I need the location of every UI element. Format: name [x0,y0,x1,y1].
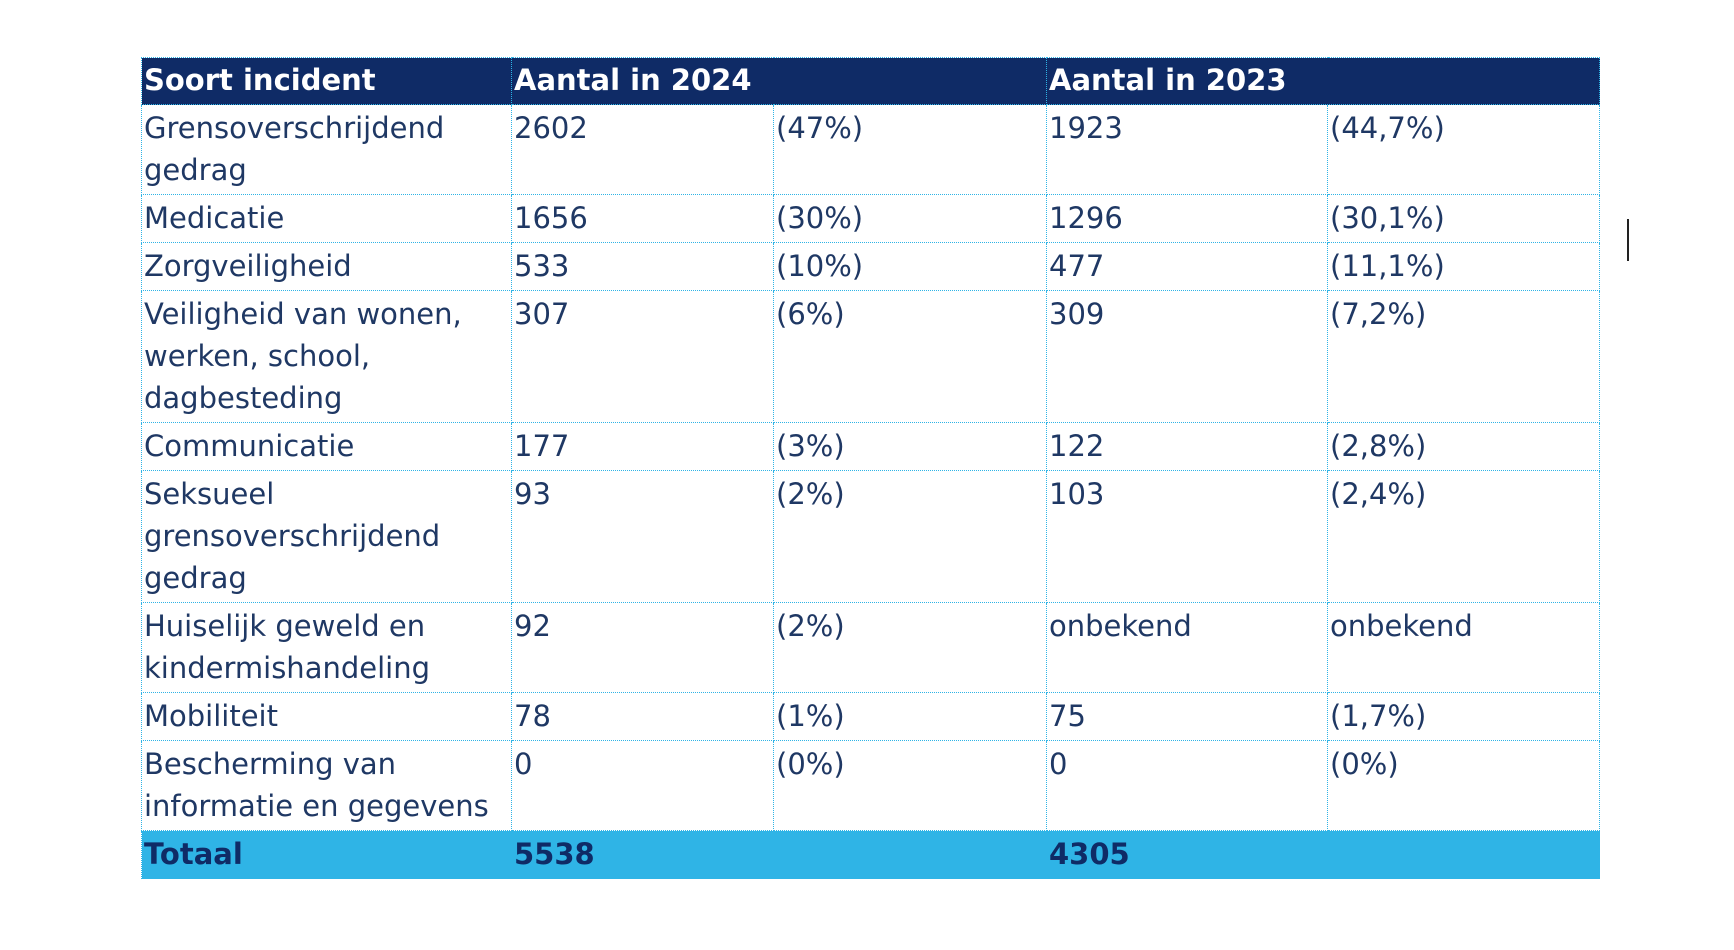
count-2023-cell: 1296 [1046,194,1328,243]
pct-2023-cell: (0%) [1327,740,1600,831]
table-row: Grensoverschrijdend gedrag 2602 (47%) 19… [141,104,1600,195]
pct-2024-cell: (2%) [773,602,1047,693]
table-row: Zorgveiligheid 533 (10%) 477 (11,1%) [141,242,1600,291]
total-pct-2024-empty [773,830,1047,879]
incident-type-cell: Mobiliteit [141,692,512,741]
count-2024-cell: 92 [511,602,774,693]
count-2024-cell: 1656 [511,194,774,243]
table-row: Bescherming van informatie en gegevens 0… [141,740,1600,831]
pct-2024-cell: (3%) [773,422,1047,471]
table-row: Veiligheid van wonen, werken, school, da… [141,290,1600,423]
table-row: Communicatie 177 (3%) 122 (2,8%) [141,422,1600,471]
incident-type-cell: Bescherming van informatie en gegevens [141,740,512,831]
pct-2024-cell: (0%) [773,740,1047,831]
total-pct-2023-empty [1327,830,1600,879]
incident-type-cell: Seksueel grensoverschrijdend gedrag [141,470,512,603]
header-count-2023: Aantal in 2023 [1046,57,1600,105]
pct-2023-cell: (44,7%) [1327,104,1600,195]
pct-2024-cell: (47%) [773,104,1047,195]
count-2024-cell: 2602 [511,104,774,195]
pct-2023-cell: (11,1%) [1327,242,1600,291]
incident-type-cell: Grensoverschrijdend gedrag [141,104,512,195]
header-incident-type: Soort incident [141,57,512,105]
pct-2024-cell: (10%) [773,242,1047,291]
table-row: Huiselijk geweld en kindermishandeling 9… [141,602,1600,693]
count-2023-cell: 122 [1046,422,1328,471]
count-2023-cell: 309 [1046,290,1328,423]
pct-2023-cell: (7,2%) [1327,290,1600,423]
total-row: Totaal 5538 4305 [141,830,1600,879]
table-row: Mobiliteit 78 (1%) 75 (1,7%) [141,692,1600,741]
incident-table: Soort incident Aantal in 2024 Aantal in … [141,57,1600,879]
total-count-2024: 5538 [511,830,774,879]
incident-type-cell: Communicatie [141,422,512,471]
pct-2023-cell: (2,8%) [1327,422,1600,471]
count-2023-cell: 75 [1046,692,1328,741]
incident-type-cell: Zorgveiligheid [141,242,512,291]
incident-type-cell: Huiselijk geweld en kindermishandeling [141,602,512,693]
count-2024-cell: 307 [511,290,774,423]
pct-2023-cell: (2,4%) [1327,470,1600,603]
incident-type-cell: Medicatie [141,194,512,243]
count-2024-cell: 0 [511,740,774,831]
count-2024-cell: 93 [511,470,774,603]
header-count-2024: Aantal in 2024 [511,57,1047,105]
total-label: Totaal [141,830,512,879]
count-2023-cell: 1923 [1046,104,1328,195]
count-2023-cell: onbekend [1046,602,1328,693]
count-2023-cell: 477 [1046,242,1328,291]
table-header-row: Soort incident Aantal in 2024 Aantal in … [141,57,1600,105]
count-2024-cell: 533 [511,242,774,291]
text-cursor [1627,219,1629,261]
pct-2024-cell: (6%) [773,290,1047,423]
pct-2024-cell: (30%) [773,194,1047,243]
incident-type-cell: Veiligheid van wonen, werken, school, da… [141,290,512,423]
pct-2023-cell: (1,7%) [1327,692,1600,741]
pct-2023-cell: onbekend [1327,602,1600,693]
pct-2024-cell: (2%) [773,470,1047,603]
total-count-2023: 4305 [1046,830,1328,879]
count-2024-cell: 177 [511,422,774,471]
table-row: Medicatie 1656 (30%) 1296 (30,1%) [141,194,1600,243]
count-2024-cell: 78 [511,692,774,741]
count-2023-cell: 0 [1046,740,1328,831]
pct-2024-cell: (1%) [773,692,1047,741]
table-row: Seksueel grensoverschrijdend gedrag 93 (… [141,470,1600,603]
count-2023-cell: 103 [1046,470,1328,603]
pct-2023-cell: (30,1%) [1327,194,1600,243]
